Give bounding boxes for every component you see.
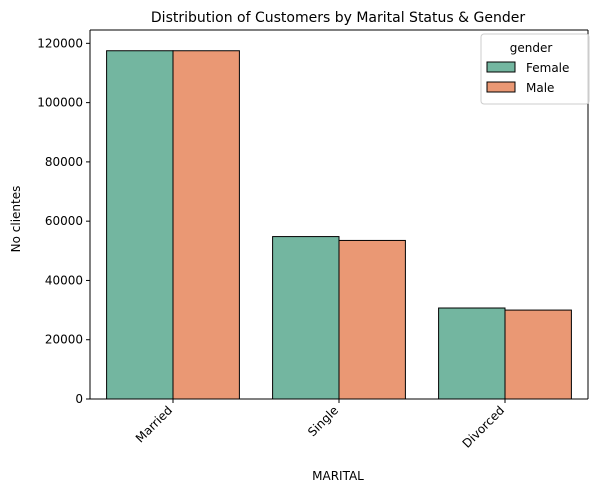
x-tick-label: Divorced bbox=[460, 403, 508, 451]
legend: gender Female Male bbox=[480, 33, 590, 105]
y-tick-label: 20000 bbox=[45, 333, 83, 347]
legend-swatch-female bbox=[486, 61, 516, 73]
y-tick-label: 120000 bbox=[37, 36, 83, 50]
y-tick-label: 80000 bbox=[45, 155, 83, 169]
y-tick-label: 0 bbox=[75, 392, 83, 406]
x-tick-label: Single bbox=[305, 403, 341, 439]
bar-divorced-male bbox=[504, 309, 572, 400]
legend-swatch-male bbox=[486, 81, 516, 93]
bar-married-male bbox=[172, 50, 240, 400]
bar-married-female bbox=[106, 50, 174, 400]
plot-area: 0 20000 40000 60000 80000 100000 120000 Married… bbox=[37, 29, 589, 451]
legend-items: Female Male bbox=[486, 61, 569, 95]
x-axis-label: MARITAL bbox=[312, 469, 364, 483]
y-tick-label: 40000 bbox=[45, 273, 83, 287]
bar-divorced-female bbox=[438, 307, 506, 400]
bar-single-female bbox=[272, 236, 340, 400]
legend-label-female: Female bbox=[526, 61, 569, 75]
chart-title: Distribution of Customers by Marital Sta… bbox=[151, 10, 525, 26]
y-tick-label: 60000 bbox=[45, 214, 83, 228]
x-tick-label: Married bbox=[133, 403, 175, 445]
bar-single-male bbox=[338, 239, 406, 400]
y-axis-label: No clientes bbox=[9, 186, 23, 253]
y-tick-label: 100000 bbox=[37, 96, 83, 110]
legend-label-male: Male bbox=[526, 81, 554, 95]
legend-title: gender bbox=[510, 41, 553, 55]
